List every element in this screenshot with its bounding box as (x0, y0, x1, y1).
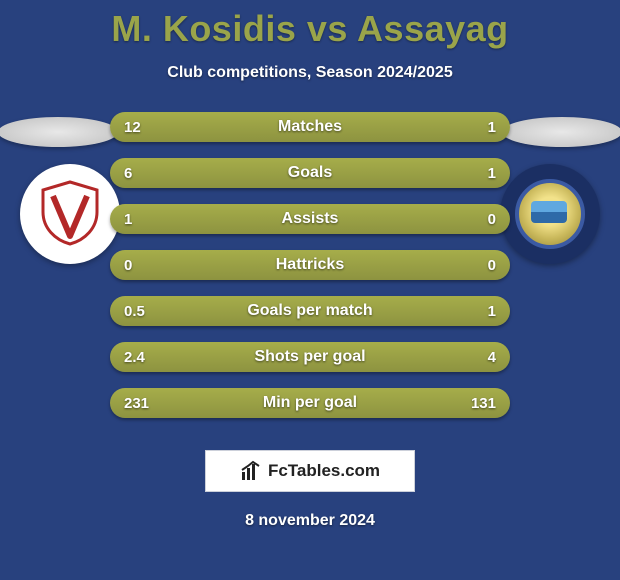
stat-row: 6 Goals 1 (110, 158, 510, 188)
team-badge-right-emblem (515, 179, 585, 249)
stat-right-value: 0 (488, 250, 496, 280)
page-subtitle: Club competitions, Season 2024/2025 (0, 64, 620, 82)
stat-label: Assists (110, 204, 510, 234)
chart-icon (240, 460, 262, 482)
stat-right-value: 131 (471, 388, 496, 418)
stat-row: 2.4 Shots per goal 4 (110, 342, 510, 372)
platform-right (502, 117, 620, 147)
stat-label: Hattricks (110, 250, 510, 280)
stat-right-value: 4 (488, 342, 496, 372)
footer-site-label: FcTables.com (268, 461, 380, 481)
team-badge-right (500, 164, 600, 264)
stat-rows: 12 Matches 1 6 Goals 1 1 Assists 0 0 Hat… (110, 112, 510, 434)
page-title: M. Kosidis vs Assayag (0, 0, 620, 50)
stat-row: 1 Assists 0 (110, 204, 510, 234)
stat-right-value: 1 (488, 296, 496, 326)
stat-label: Matches (110, 112, 510, 142)
stat-row: 231 Min per goal 131 (110, 388, 510, 418)
stat-label: Goals per match (110, 296, 510, 326)
stat-label: Min per goal (110, 388, 510, 418)
stat-right-value: 1 (488, 112, 496, 142)
footer-site-badge[interactable]: FcTables.com (205, 450, 415, 492)
stat-row: 0 Hattricks 0 (110, 250, 510, 280)
stat-right-value: 1 (488, 158, 496, 188)
comparison-stage: 12 Matches 1 6 Goals 1 1 Assists 0 0 Hat… (0, 112, 620, 432)
stat-row: 12 Matches 1 (110, 112, 510, 142)
stat-label: Shots per goal (110, 342, 510, 372)
platform-left (0, 117, 118, 147)
team-badge-left-label (35, 178, 105, 251)
footer-date: 8 november 2024 (0, 512, 620, 530)
stat-row: 0.5 Goals per match 1 (110, 296, 510, 326)
team-badge-left (20, 164, 120, 264)
shield-icon (35, 178, 105, 248)
stat-right-value: 0 (488, 204, 496, 234)
stat-label: Goals (110, 158, 510, 188)
